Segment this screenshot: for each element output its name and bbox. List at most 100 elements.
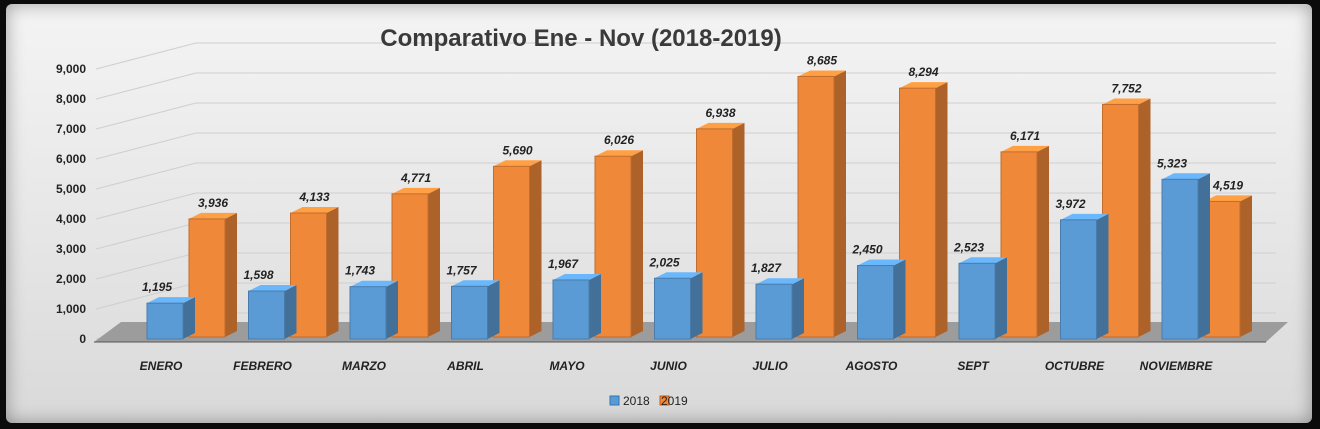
- bar-2019-5: [696, 122, 745, 338]
- x-tick-label: JULIO: [752, 359, 788, 373]
- y-tick-label: 0: [79, 332, 86, 346]
- data-label-2018: 1,827: [751, 261, 782, 275]
- bar-2018-0-front: [146, 302, 184, 340]
- legend-label-2019: 2019: [661, 394, 688, 408]
- bar-2018-4-side: [589, 273, 601, 339]
- data-label-2019: 3,936: [198, 196, 228, 210]
- y-axis: 0 1,000 2,000 3,000 4,000 5,000 6,000 7,000 8,00…: [56, 62, 86, 346]
- data-label-2018: 2,450: [851, 243, 882, 257]
- bar-2018-0: [146, 297, 195, 340]
- bar-2019-9: [1102, 98, 1151, 338]
- y-tick-label: 2,000: [56, 272, 86, 286]
- gridlines: [95, 42, 1276, 340]
- bar-2018-3: [451, 280, 500, 340]
- bar-2018-10: [1161, 173, 1210, 340]
- legend-swatch-2018: [609, 395, 620, 406]
- bar-2019-10-side: [1240, 195, 1252, 337]
- data-label-2019: 6,026: [604, 133, 634, 147]
- bar-2018-3-front: [451, 285, 488, 340]
- x-tick-label: ABRIL: [446, 359, 484, 373]
- gridline: [95, 132, 1276, 160]
- data-label-2019: 8,685: [807, 53, 837, 67]
- bar-2018-0-side: [183, 297, 195, 339]
- bar-2019-10: [1203, 195, 1252, 338]
- data-label-2018: 1,195: [142, 280, 172, 294]
- bar-2019-0-side: [225, 212, 237, 337]
- y-tick-label: 1,000: [56, 302, 86, 316]
- legend-swatch-2019: [659, 395, 670, 406]
- bar-2018-2-front: [349, 286, 387, 340]
- bar-2018-5-side: [690, 272, 703, 339]
- x-tick-label: MARZO: [342, 359, 387, 373]
- data-label-2018: 5,323: [1157, 156, 1187, 170]
- x-tick-label: FEBRERO: [233, 359, 292, 373]
- bar-2019-0: [188, 212, 237, 338]
- bar-2018-8: [958, 257, 1007, 340]
- bar-2018-4: [552, 273, 601, 340]
- data-label-2018: 1,757: [446, 263, 477, 277]
- data-label-2019: 6,171: [1010, 129, 1040, 143]
- bar-2018-0-top: [147, 297, 195, 304]
- data-label-2019: 4,771: [400, 171, 431, 185]
- bar-2018-5-front: [654, 277, 691, 340]
- gridline: [95, 162, 1276, 190]
- bar-2018-9: [1060, 213, 1109, 340]
- bar-2019-1-top: [290, 207, 339, 214]
- y-tick-label: 8,000: [56, 92, 86, 106]
- bar-2018-4-top: [553, 273, 601, 280]
- bar-2019-2-top: [392, 187, 440, 194]
- bar-chart-3d: Comparativo Ene - Nov (2018-2019) 0 1,000…: [56, 25, 1288, 408]
- bar-2019-2: [391, 187, 440, 338]
- data-label-2018: 3,972: [1055, 197, 1085, 211]
- bar-2019-5-top: [696, 122, 745, 129]
- bar-2019-1: [290, 207, 339, 338]
- bar-2018-6-front: [755, 283, 793, 340]
- bar-2019-0-top: [189, 212, 237, 219]
- x-tick-label: JUNIO: [650, 359, 687, 373]
- bar-2018-7-front: [857, 265, 894, 340]
- bar-2019-4: [594, 150, 643, 338]
- y-tick-label: 9,000: [56, 62, 86, 76]
- chart-title: Comparativo Ene - Nov (2018-2019): [380, 25, 781, 52]
- bar-2019-6: [797, 70, 846, 338]
- bar-2018-9-top: [1060, 213, 1109, 220]
- bar-2018-10-side: [1198, 173, 1210, 339]
- bar-2018-10-front: [1161, 178, 1199, 340]
- data-label-2018: 2,523: [953, 240, 984, 254]
- bar-2018-8-front: [958, 262, 996, 340]
- bar-2019-3-side: [529, 160, 542, 337]
- x-tick-label: OCTUBRE: [1045, 359, 1105, 373]
- gridline: [95, 102, 1276, 130]
- bar-2018-1-top: [248, 285, 297, 292]
- bar-2019-9-side: [1138, 98, 1151, 337]
- data-label-2019: 4,519: [1212, 178, 1243, 192]
- bar-2019-1-side: [326, 207, 339, 337]
- bar-2018-2-side: [386, 280, 398, 339]
- bar-2019-9-top: [1102, 98, 1151, 105]
- bar-2018-4-front: [552, 279, 590, 340]
- gridline: [95, 72, 1276, 100]
- bar-2019-6-top: [798, 70, 846, 77]
- bars: 3,936 1,195 4,133 1,598 4,771 1,743 5,690 1,757…: [142, 53, 1252, 340]
- bar-2018-1-side: [284, 285, 297, 339]
- bar-2018-5: [654, 272, 703, 340]
- bar-2019-5-side: [732, 122, 745, 337]
- bar-2018-10-top: [1162, 173, 1210, 180]
- bar-2019-7: [899, 82, 948, 338]
- bar-2019-2-side: [428, 187, 440, 337]
- bar-2019-3: [493, 160, 542, 338]
- bar-2019-4-side: [631, 150, 643, 337]
- bar-2018-9-side: [1096, 213, 1109, 339]
- bar-2019-8-top: [1001, 145, 1049, 152]
- bar-2019-6-side: [834, 70, 846, 337]
- data-label-2018: 1,598: [243, 268, 273, 282]
- chart-frame: Comparativo Ene - Nov (2018-2019) 0 1,000…: [6, 4, 1312, 423]
- x-tick-label: ENERO: [140, 359, 183, 373]
- data-label-2019: 8,294: [908, 65, 938, 79]
- y-tick-label: 7,000: [56, 122, 86, 136]
- bar-2018-1-front: [248, 290, 285, 340]
- data-label-2019: 6,938: [705, 106, 735, 120]
- data-label-2019: 4,133: [298, 190, 329, 204]
- x-tick-label: SEPT: [957, 359, 990, 373]
- bar-2019-7-side: [935, 82, 948, 338]
